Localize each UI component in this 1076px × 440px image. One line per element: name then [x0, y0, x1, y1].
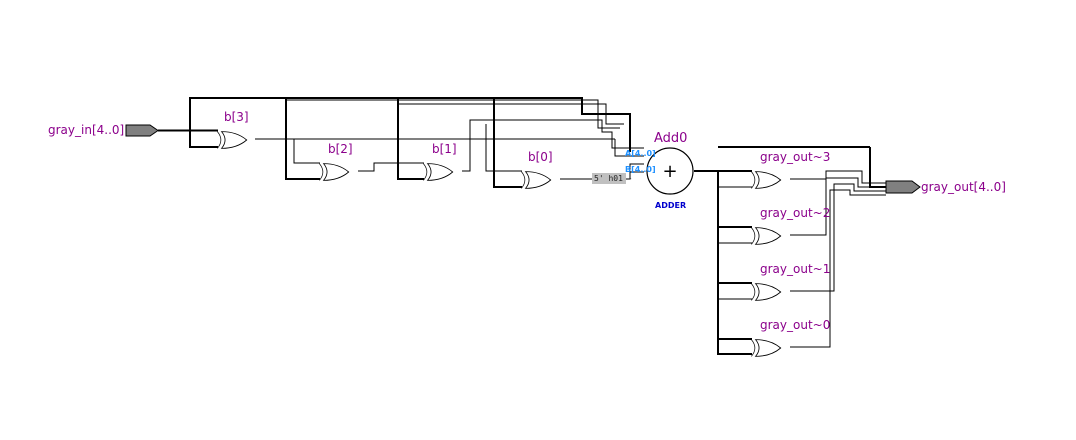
bus-wires — [158, 97, 886, 355]
gate-label-gray-out-0: gray_out~0 — [760, 318, 830, 332]
constant-box: 5' h01 - — [592, 173, 633, 184]
constant-label: 5' h01 - — [594, 174, 633, 183]
gate-label-gray-out-3: gray_out~3 — [760, 150, 830, 164]
gate-label-b1: b[1] — [432, 142, 457, 156]
input-pin-label: gray_in[4..0] — [48, 123, 124, 137]
adder-symbol: + — [662, 161, 677, 182]
adder-name: Add0 — [654, 131, 687, 146]
adder-port-b: B[4..0] — [625, 165, 656, 174]
gate-label-b0: b[0] — [528, 150, 553, 164]
xor-gate-b1[interactable] — [422, 163, 454, 181]
xor-gate-b0[interactable] — [520, 171, 552, 189]
adder-type-label: ADDER — [655, 201, 686, 210]
output-pin-label: gray_out[4..0] — [921, 180, 1006, 194]
xor-gate-gray-out-1[interactable] — [750, 283, 782, 301]
gate-label-b2: b[2] — [328, 142, 353, 156]
xor-gate-b2[interactable] — [318, 163, 350, 181]
output-pin-gray-out[interactable] — [885, 180, 921, 194]
adder-port-a: A[4..0] — [625, 149, 656, 158]
signal-wires — [255, 99, 886, 348]
gate-label-gray-out-2: gray_out~2 — [760, 206, 830, 220]
xor-gate-gray-out-2[interactable] — [750, 227, 782, 245]
gate-label-b3: b[3] — [224, 110, 249, 124]
input-pin-gray-in[interactable] — [125, 124, 159, 137]
xor-gate-gray-out-3[interactable] — [750, 171, 782, 189]
xor-gate-b3[interactable] — [216, 131, 248, 149]
xor-gate-gray-out-0[interactable] — [750, 339, 782, 357]
gate-label-gray-out-1: gray_out~1 — [760, 262, 830, 276]
adder-block[interactable]: + — [646, 147, 694, 195]
